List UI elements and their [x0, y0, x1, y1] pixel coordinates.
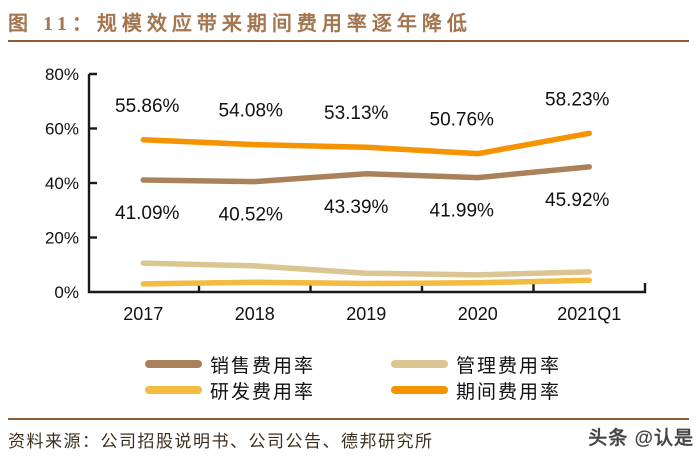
series-line-期间费用率 — [140, 130, 592, 157]
legend-label: 管理费用率 — [456, 355, 562, 377]
x-axis-tick-label: 2018 — [235, 304, 275, 324]
data-label: 54.08% — [219, 101, 284, 122]
x-axis-tick-label: 2017 — [123, 304, 163, 324]
legend-label: 销售费用率 — [210, 355, 316, 377]
data-label: 43.39% — [324, 197, 389, 218]
title-divider — [8, 40, 689, 42]
data-label: 53.13% — [324, 103, 389, 124]
data-label: 55.86% — [115, 96, 180, 117]
legend-item-管理费用率: 管理费用率 — [391, 352, 562, 377]
y-axis-tick-label: 40% — [45, 174, 79, 193]
data-label: 41.09% — [115, 203, 180, 224]
watermark: 头条 @认是 — [588, 428, 694, 449]
data-label: 50.76% — [430, 110, 495, 131]
data-label: 45.92% — [545, 190, 610, 211]
legend-swatch — [145, 360, 202, 368]
x-axis-tick-label: 2019 — [346, 304, 386, 324]
legend-label: 研发费用率 — [210, 381, 316, 403]
y-axis-tick-label: 60% — [45, 120, 79, 139]
legend-swatch — [391, 360, 448, 368]
legend-swatch — [391, 386, 448, 394]
axis-lines — [87, 72, 647, 294]
legend-item-销售费用率: 销售费用率 — [145, 352, 391, 377]
series-line-管理费用率 — [140, 260, 592, 278]
y-axis-tick-label: 0% — [54, 283, 79, 302]
series-line-销售费用率 — [140, 164, 592, 185]
chart-legend: 销售费用率 管理费用率研发费用率 期间费用率 — [145, 352, 562, 403]
legend-item-期间费用率: 期间费用率 — [391, 378, 562, 403]
data-label: 58.23% — [545, 89, 610, 110]
data-label: 40.52% — [219, 205, 284, 226]
legend-item-研发费用率: 研发费用率 — [145, 378, 391, 403]
y-axis-tick-label: 20% — [45, 229, 79, 248]
footer-divider — [8, 418, 689, 420]
source-note: 资料来源：公司招股说明书、公司公告、德邦研究所 — [8, 432, 434, 451]
legend-swatch — [145, 386, 202, 394]
legend-label: 期间费用率 — [456, 381, 562, 403]
figure-title: 图 11：规模效应带来期间费用率逐年降低 — [8, 13, 472, 35]
data-label: 41.99% — [430, 201, 495, 222]
series-line-研发费用率 — [140, 277, 592, 287]
x-axis-tick-label: 2021Q1 — [557, 304, 621, 324]
x-axis-tick-label: 2020 — [458, 304, 498, 324]
y-axis-tick-label: 80% — [45, 65, 79, 84]
